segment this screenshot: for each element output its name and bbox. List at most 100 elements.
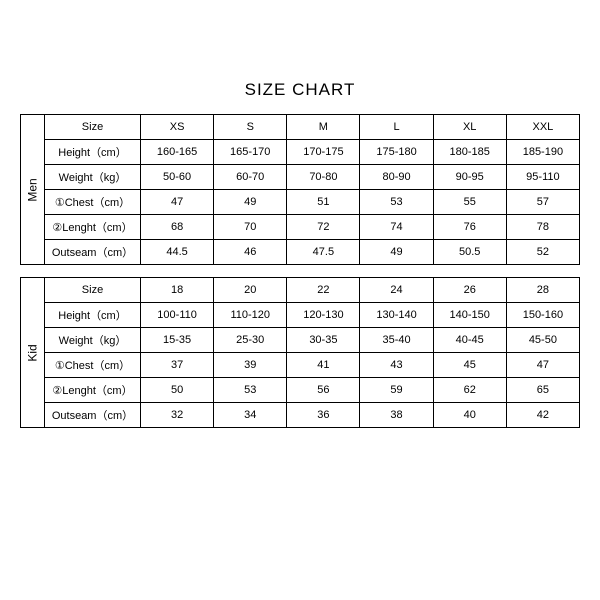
cell: 175-180: [360, 140, 433, 165]
cell: 40-45: [433, 328, 506, 353]
cell: 180-185: [433, 140, 506, 165]
cell: 44.5: [141, 240, 214, 265]
cell: 38: [360, 403, 433, 428]
attr-label: Size: [45, 278, 141, 303]
cell: 95-110: [506, 165, 579, 190]
table-row: ①Chest（cm） 47 49 51 53 55 57: [21, 190, 580, 215]
table-row: Height（cm） 160-165 165-170 170-175 175-1…: [21, 140, 580, 165]
chart-title: SIZE CHART: [20, 80, 580, 100]
cell: 70: [214, 215, 287, 240]
cell: 28: [506, 278, 579, 303]
cell: 45: [433, 353, 506, 378]
attr-label: Weight（kg）: [45, 165, 141, 190]
group-label-men: Men: [21, 115, 45, 265]
cell: 60-70: [214, 165, 287, 190]
cell: XL: [433, 115, 506, 140]
table-row: Weight（kg） 50-60 60-70 70-80 80-90 90-95…: [21, 165, 580, 190]
cell: 18: [141, 278, 214, 303]
cell: 50.5: [433, 240, 506, 265]
cell: 32: [141, 403, 214, 428]
cell: 78: [506, 215, 579, 240]
cell: 30-35: [287, 328, 360, 353]
cell: 51: [287, 190, 360, 215]
table-row: Kid Size 18 20 22 24 26 28: [21, 278, 580, 303]
cell: 170-175: [287, 140, 360, 165]
attr-label: Outseam（cm）: [45, 240, 141, 265]
cell: 26: [433, 278, 506, 303]
attr-label: ②Lenght（cm）: [45, 378, 141, 403]
cell: 47: [506, 353, 579, 378]
cell: 25-30: [214, 328, 287, 353]
cell: 39: [214, 353, 287, 378]
cell: 24: [360, 278, 433, 303]
cell: XXL: [506, 115, 579, 140]
group-label-kid: Kid: [21, 278, 45, 428]
cell: 36: [287, 403, 360, 428]
cell: 20: [214, 278, 287, 303]
cell: 53: [214, 378, 287, 403]
cell: 50: [141, 378, 214, 403]
cell: 130-140: [360, 303, 433, 328]
cell: 100-110: [141, 303, 214, 328]
cell: 59: [360, 378, 433, 403]
cell: 62: [433, 378, 506, 403]
table-row: Height（cm） 100-110 110-120 120-130 130-1…: [21, 303, 580, 328]
attr-label: ②Lenght（cm）: [45, 215, 141, 240]
table-row: Outseam（cm） 32 34 36 38 40 42: [21, 403, 580, 428]
attr-label: Size: [45, 115, 141, 140]
cell: 160-165: [141, 140, 214, 165]
cell: 150-160: [506, 303, 579, 328]
cell: XS: [141, 115, 214, 140]
cell: 74: [360, 215, 433, 240]
cell: 42: [506, 403, 579, 428]
cell: 52: [506, 240, 579, 265]
cell: 185-190: [506, 140, 579, 165]
cell: 80-90: [360, 165, 433, 190]
table-row: Men Size XS S M L XL XXL: [21, 115, 580, 140]
cell: 37: [141, 353, 214, 378]
cell: 57: [506, 190, 579, 215]
cell: 43: [360, 353, 433, 378]
cell: 49: [214, 190, 287, 215]
attr-label: ①Chest（cm）: [45, 353, 141, 378]
cell: 165-170: [214, 140, 287, 165]
cell: M: [287, 115, 360, 140]
attr-label: ①Chest（cm）: [45, 190, 141, 215]
cell: 49: [360, 240, 433, 265]
table-row: Weight（kg） 15-35 25-30 30-35 35-40 40-45…: [21, 328, 580, 353]
cell: 120-130: [287, 303, 360, 328]
attr-label: Height（cm）: [45, 140, 141, 165]
cell: 72: [287, 215, 360, 240]
cell: 41: [287, 353, 360, 378]
cell: 47: [141, 190, 214, 215]
attr-label: Height（cm）: [45, 303, 141, 328]
cell: 50-60: [141, 165, 214, 190]
cell: 46: [214, 240, 287, 265]
cell: 40: [433, 403, 506, 428]
cell: L: [360, 115, 433, 140]
attr-label: Outseam（cm）: [45, 403, 141, 428]
cell: 55: [433, 190, 506, 215]
cell: 35-40: [360, 328, 433, 353]
page: SIZE CHART Men Size XS S M L XL XXL Heig…: [0, 0, 600, 600]
cell: 68: [141, 215, 214, 240]
cell: 45-50: [506, 328, 579, 353]
table-row: ②Lenght（cm） 50 53 56 59 62 65: [21, 378, 580, 403]
cell: 22: [287, 278, 360, 303]
cell: 34: [214, 403, 287, 428]
cell: 140-150: [433, 303, 506, 328]
attr-label: Weight（kg）: [45, 328, 141, 353]
cell: 110-120: [214, 303, 287, 328]
cell: 53: [360, 190, 433, 215]
cell: 90-95: [433, 165, 506, 190]
cell: 76: [433, 215, 506, 240]
cell: S: [214, 115, 287, 140]
cell: 65: [506, 378, 579, 403]
men-table: Men Size XS S M L XL XXL Height（cm） 160-…: [20, 114, 580, 265]
table-row: ①Chest（cm） 37 39 41 43 45 47: [21, 353, 580, 378]
table-row: Outseam（cm） 44.5 46 47.5 49 50.5 52: [21, 240, 580, 265]
cell: 47.5: [287, 240, 360, 265]
cell: 56: [287, 378, 360, 403]
table-row: ②Lenght（cm） 68 70 72 74 76 78: [21, 215, 580, 240]
cell: 15-35: [141, 328, 214, 353]
